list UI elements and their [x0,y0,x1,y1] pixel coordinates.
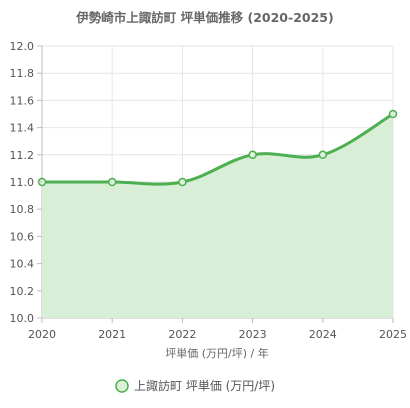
legend-label: 上諏訪町 坪単価 (万円/坪) [134,378,275,393]
y-tick-label: 10.8 [10,203,35,216]
data-point [107,177,117,187]
series-line [42,112,394,186]
x-tick-label: 2022 [168,328,196,341]
x-tick-label: 2023 [239,328,267,341]
y-tick-label: 11.2 [10,149,35,162]
data-point [248,150,257,160]
legend: 上諏訪町 坪単価 (万円/坪) [115,378,275,393]
y-tick-label: 10.0 [10,312,35,325]
data-point [318,150,328,160]
data-point [388,109,398,119]
data-point [178,177,187,187]
y-tick-label: 10.4 [10,258,35,271]
series-area-fill [42,114,393,318]
x-tick-label: 2024 [309,328,337,341]
x-tick-label: 2021 [98,328,126,341]
line-layer [42,112,394,186]
area-layer [42,114,393,318]
y-tick-label: 11.8 [10,67,35,80]
y-tick-label: 10.2 [10,285,35,298]
x-axis-title: 坪単価 (万円/坪) / 年 [165,346,268,360]
ticks-layer: 10.0 10.2 10.4 10.6 10.8 11.0 11.2 11.4 11.6 11.8… [10,40,408,341]
chart-title: 伊勢崎市上諏訪町 坪単価推移 (2020-2025) [75,10,333,25]
x-tick-label: 2020 [28,328,56,341]
y-tick-label: 11.6 [10,94,35,107]
x-tick-label: 2025 [379,328,407,341]
y-tick-label: 12.0 [10,40,35,53]
y-tick-label: 11.0 [10,176,35,189]
legend-marker [115,379,129,393]
y-tick-label: 10.6 [10,230,35,243]
y-tick-label: 11.4 [10,122,35,135]
